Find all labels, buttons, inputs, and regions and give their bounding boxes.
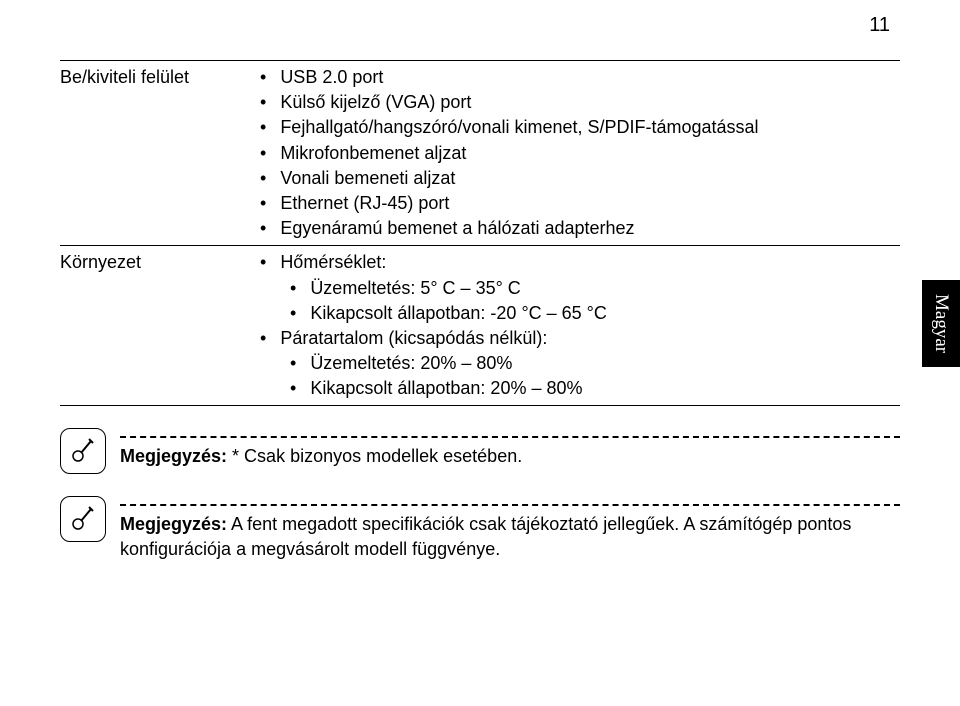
sub-list: Üzemeltetés: 20% – 80% Kikapcsolt állapo… (260, 351, 900, 401)
list-item: Ethernet (RJ-45) port (260, 191, 900, 216)
spec-label: Környezet (60, 250, 260, 401)
language-tab: Magyar (922, 280, 960, 367)
pen-icon (60, 428, 106, 474)
list-item: Üzemeltetés: 20% – 80% (260, 351, 900, 376)
list-item: Hőmérséklet: (260, 250, 900, 275)
list-item: Külső kijelző (VGA) port (260, 90, 900, 115)
spec-label: Be/kiviteli felület (60, 65, 260, 241)
sub-list: Üzemeltetés: 5° C – 35° C Kikapcsolt áll… (260, 276, 900, 326)
note-body: Megjegyzés: A fent megadott specifikáció… (120, 496, 900, 561)
note-body: Megjegyzés: * Csak bizonyos modellek ese… (120, 428, 900, 468)
list-item: Üzemeltetés: 5° C – 35° C (260, 276, 900, 301)
list-item: Kikapcsolt állapotban: 20% – 80% (260, 376, 900, 401)
spec-row-env: Környezet Hőmérséklet: Üzemeltetés: 5° C… (60, 245, 900, 406)
dashed-rule (120, 504, 900, 506)
list-item: Mikrofonbemenet aljzat (260, 141, 900, 166)
list-item: Fejhallgató/hangszóró/vonali kimenet, S/… (260, 115, 900, 140)
env-list: Hőmérséklet: Üzemeltetés: 5° C – 35° C K… (260, 250, 900, 401)
spec-content: Hőmérséklet: Üzemeltetés: 5° C – 35° C K… (260, 250, 900, 401)
spec-row-io: Be/kiviteli felület USB 2.0 port Külső k… (60, 60, 900, 245)
dashed-rule (120, 436, 900, 438)
page-number: 11 (869, 14, 890, 37)
pen-icon (60, 496, 106, 542)
note-block: Megjegyzés: * Csak bizonyos modellek ese… (60, 428, 900, 474)
list-item: Páratartalom (kicsapódás nélkül): (260, 326, 900, 351)
note-text: A fent megadott specifikációk csak tájék… (120, 514, 851, 558)
io-list: USB 2.0 port Külső kijelző (VGA) port Fe… (260, 65, 900, 241)
list-item: Kikapcsolt állapotban: -20 °C – 65 °C (260, 301, 900, 326)
list-item: USB 2.0 port (260, 65, 900, 90)
list-item: Egyenáramú bemenet a hálózati adapterhez (260, 216, 900, 241)
note-block: Megjegyzés: A fent megadott specifikáció… (60, 496, 900, 561)
note-label: Megjegyzés: (120, 446, 227, 466)
spec-content: USB 2.0 port Külső kijelző (VGA) port Fe… (260, 65, 900, 241)
list-item: Vonali bemeneti aljzat (260, 166, 900, 191)
note-label: Megjegyzés: (120, 514, 227, 534)
note-text: * Csak bizonyos modellek esetében. (227, 446, 522, 466)
